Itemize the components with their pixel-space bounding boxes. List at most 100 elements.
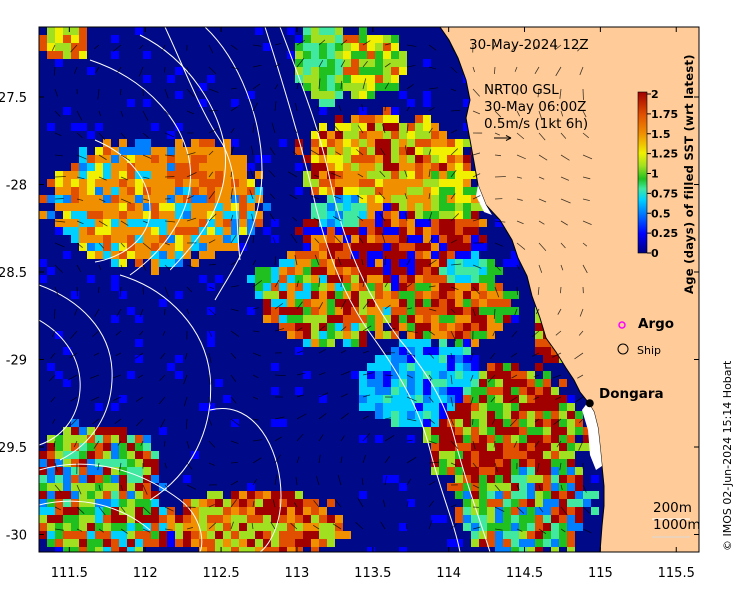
sst-cell: [439, 283, 447, 291]
sst-cell: [479, 379, 487, 387]
sst-cell: [151, 235, 159, 243]
sst-cell: [343, 187, 351, 195]
sst-cell: [431, 371, 439, 379]
sst-cell: [519, 459, 527, 467]
sst-cell: [327, 187, 335, 195]
sst-cell: [199, 203, 207, 211]
sst-cell: [415, 251, 423, 259]
sst-cell: [343, 323, 351, 331]
sst-cell: [343, 243, 351, 251]
sst-cell: [231, 99, 239, 107]
sst-cell: [455, 283, 463, 291]
sst-cell: [415, 299, 423, 307]
sst-cell: [335, 51, 343, 59]
current-vector: [450, 286, 459, 291]
sst-cell: [207, 283, 215, 291]
current-vector: [516, 154, 526, 160]
sst-cell: [87, 155, 95, 163]
sst-cell: [503, 467, 511, 475]
sst-cell: [447, 163, 455, 171]
sst-cell: [351, 83, 359, 91]
sst-cell: [511, 395, 519, 403]
sst-cell: [119, 395, 127, 403]
sst-cell: [303, 83, 311, 91]
current-vector: [406, 237, 409, 244]
sst-cell: [175, 523, 183, 531]
sst-cell: [159, 211, 167, 219]
sst-cell: [39, 259, 47, 267]
current-vector: [450, 374, 453, 385]
sst-cell: [399, 387, 407, 395]
sst-cell: [391, 155, 399, 163]
sst-cell: [335, 275, 343, 283]
current-vector: [428, 440, 437, 444]
sst-cell: [503, 427, 511, 435]
current-vector: [509, 418, 518, 427]
sst-cell: [543, 411, 551, 419]
isobath-line: [39, 284, 113, 461]
sst-cell: [295, 347, 303, 355]
sst-cell: [111, 203, 119, 211]
sst-cell: [503, 419, 511, 427]
sst-cell: [423, 235, 431, 243]
sst-cell: [503, 403, 511, 411]
current-vector: [557, 308, 562, 315]
sst-cell: [39, 275, 47, 283]
sst-cell: [439, 331, 447, 339]
sst-cell: [151, 499, 159, 507]
sst-cell: [383, 131, 391, 139]
sst-cell: [415, 331, 423, 339]
current-vector: [98, 154, 107, 161]
sst-cell: [103, 243, 111, 251]
sst-cell: [47, 459, 55, 467]
sst-cell: [527, 403, 535, 411]
sst-cell: [63, 51, 71, 59]
current-vector: [208, 171, 214, 178]
sst-cell: [551, 411, 559, 419]
sst-cell: [535, 499, 543, 507]
sst-cell: [303, 299, 311, 307]
sst-cell: [383, 139, 391, 147]
sst-cell: [487, 323, 495, 331]
sst-cell: [207, 219, 215, 227]
sst-cell: [543, 379, 551, 387]
current-vector: [76, 264, 82, 273]
sst-cell: [159, 235, 167, 243]
sst-cell: [87, 483, 95, 491]
current-vector: [296, 82, 300, 90]
sst-cell: [367, 91, 375, 99]
sst-cell: [431, 123, 439, 131]
sst-cell: [335, 179, 343, 187]
sst-cell: [55, 475, 63, 483]
sst-cell: [551, 459, 559, 467]
sst-cell: [527, 547, 535, 552]
sst-cell: [55, 507, 63, 515]
sst-cell: [119, 147, 127, 155]
sst-cell: [47, 451, 55, 459]
sst-cell: [343, 75, 351, 83]
sst-cell: [487, 507, 495, 515]
sst-cell: [479, 539, 487, 547]
sst-cell: [303, 227, 311, 235]
sst-cell: [151, 227, 159, 235]
sst-cell: [455, 227, 463, 235]
sst-cell: [479, 459, 487, 467]
current-vector: [230, 261, 236, 266]
sst-cell: [463, 459, 471, 467]
sst-cell: [559, 379, 567, 387]
sst-cell: [447, 299, 455, 307]
sst-cell: [447, 355, 455, 363]
current-vector: [428, 396, 434, 403]
sst-cell: [351, 67, 359, 75]
sst-cell: [559, 491, 567, 499]
sst-cell: [439, 179, 447, 187]
sst-cell: [175, 179, 183, 187]
current-vector: [208, 88, 219, 93]
sst-cell: [87, 515, 95, 523]
sst-cell: [471, 267, 479, 275]
sst-cell: [143, 227, 151, 235]
sst-cell: [351, 187, 359, 195]
colorbar-tick-label: 2: [651, 88, 659, 101]
sst-cell: [303, 539, 311, 547]
current-vector: [362, 300, 370, 310]
